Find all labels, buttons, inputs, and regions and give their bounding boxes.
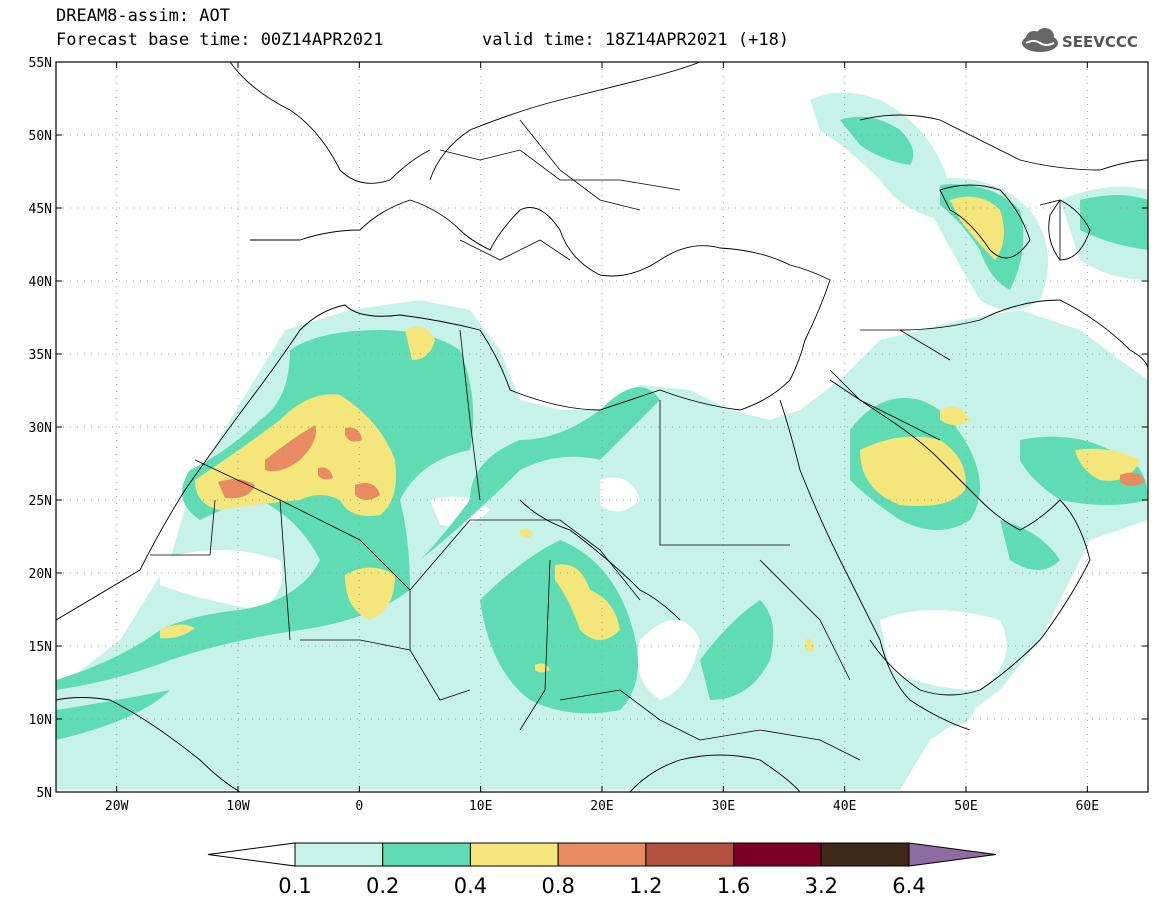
lat-tick-label: 20N bbox=[29, 567, 52, 582]
lon-tick-label: 0 bbox=[355, 799, 363, 814]
logo-text: SEEVCCC bbox=[1062, 33, 1138, 51]
lat-tick-label: 15N bbox=[29, 640, 52, 655]
colorbar-label: 0.2 bbox=[366, 874, 399, 898]
lon-tick-label: 10W bbox=[226, 799, 250, 814]
longitude-axis: 20W 10W 0 10E 20E 30E 40E 50E 60E bbox=[105, 62, 1099, 814]
aot-clear-areas bbox=[160, 300, 1007, 700]
lon-tick-label: 40E bbox=[833, 799, 856, 814]
lat-tick-label: 45N bbox=[29, 202, 52, 217]
country-borders bbox=[150, 119, 1061, 761]
cloud-icon bbox=[1022, 28, 1058, 52]
coastlines bbox=[56, 62, 1148, 792]
colorbar-segment bbox=[733, 842, 822, 867]
colorbar-high-arrow bbox=[908, 842, 997, 867]
forecast-base-time: Forecast base time: 00Z14APR2021 bbox=[56, 30, 384, 50]
colorbar-segment bbox=[645, 842, 735, 867]
colorbar-label: 0.1 bbox=[278, 874, 311, 898]
lon-tick-label: 60E bbox=[1076, 799, 1099, 814]
lat-tick-label: 30N bbox=[29, 421, 52, 436]
graticule bbox=[56, 62, 1148, 792]
colorbar-segment bbox=[469, 842, 559, 867]
latitude-axis: 55N 50N 45N 40N 35N 30N 25N 20N 15N 10N 5N bbox=[29, 56, 1148, 801]
lat-tick-label: 40N bbox=[29, 275, 52, 290]
lat-tick-label: 25N bbox=[29, 494, 52, 509]
colorbar-label: 0.8 bbox=[541, 874, 574, 898]
colorbar-label: 0.4 bbox=[454, 874, 487, 898]
lat-tick-label: 35N bbox=[29, 348, 52, 363]
lon-tick-label: 50E bbox=[954, 799, 977, 814]
lat-tick-label: 55N bbox=[29, 56, 52, 71]
map-title: DREAM8-assim: AOT bbox=[56, 6, 230, 26]
colorbar-segment bbox=[294, 842, 384, 867]
colorbar-label: 1.6 bbox=[717, 874, 750, 898]
valid-time: valid time: 18Z14APR2021 (+18) bbox=[482, 30, 790, 50]
lon-tick-label: 10E bbox=[469, 799, 492, 814]
colorbar: 0.1 0.2 0.4 0.8 1.2 1.6 3.2 6.4 bbox=[207, 842, 997, 898]
colorbar-label: 1.2 bbox=[629, 874, 662, 898]
lat-tick-label: 10N bbox=[29, 713, 52, 728]
colorbar-label: 3.2 bbox=[805, 874, 838, 898]
colorbar-segment bbox=[557, 842, 647, 867]
colorbar-low-arrow bbox=[207, 842, 296, 867]
colorbar-segment bbox=[820, 842, 910, 867]
lat-tick-label: 5N bbox=[36, 786, 52, 801]
lon-tick-label: 20E bbox=[590, 799, 613, 814]
colorbar-label: 6.4 bbox=[892, 874, 925, 898]
seevccc-logo: SEEVCCC bbox=[1022, 28, 1138, 52]
colorbar-segment bbox=[382, 842, 471, 867]
lat-tick-label: 50N bbox=[29, 129, 52, 144]
lon-tick-label: 20W bbox=[105, 799, 129, 814]
lon-tick-label: 30E bbox=[712, 799, 735, 814]
